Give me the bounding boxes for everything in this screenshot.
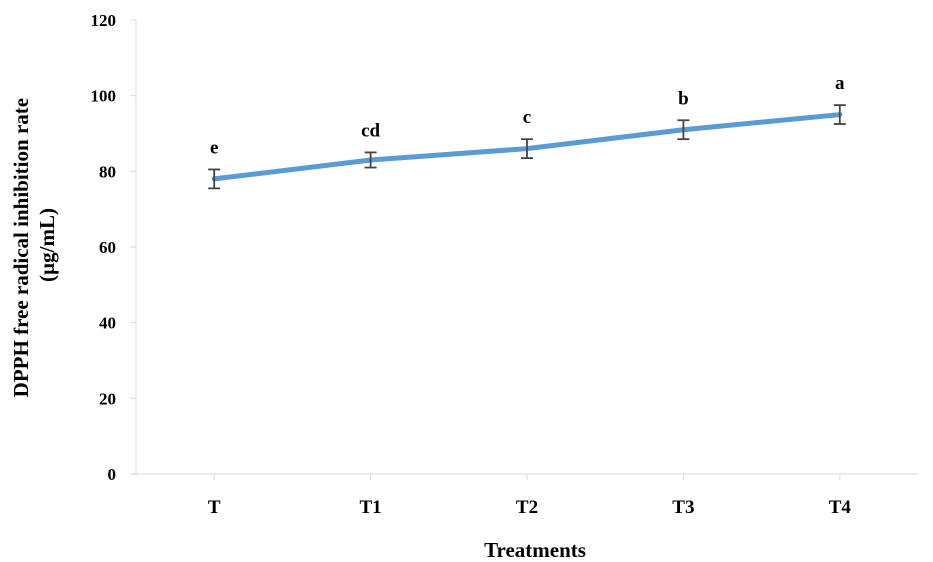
y-tick-label: 0 <box>108 465 117 484</box>
y-tick-label: 120 <box>91 11 117 30</box>
significance-label: cd <box>361 120 380 141</box>
y-tick-label: 80 <box>99 162 116 181</box>
significance-label: a <box>835 73 845 94</box>
y-tick-label: 20 <box>99 389 116 408</box>
x-axis-title: Treatments <box>484 538 586 562</box>
y-tick-label: 40 <box>99 314 116 333</box>
y-axis-title: DPPH free radical inhibition rate (µg/mL… <box>9 93 59 398</box>
significance-label: c <box>523 107 531 128</box>
y-tick-label: 100 <box>91 87 117 106</box>
significance-label: b <box>678 88 689 109</box>
x-tick-label: T1 <box>360 497 382 518</box>
y-tick-label: 60 <box>99 238 116 257</box>
series-layer: e cd c b a <box>208 73 846 190</box>
x-tick-label: T3 <box>672 497 694 518</box>
y-axis-title-line-1: DPPH free radical inhibition rate <box>9 98 33 397</box>
x-tick-label: T2 <box>516 497 538 518</box>
x-tick-label: T <box>208 497 221 518</box>
significance-label: e <box>210 137 218 158</box>
y-axis: 0 20 40 60 80 100 120 <box>91 11 137 484</box>
y-axis-title-line-2: (µg/mL) <box>35 208 59 282</box>
x-tick-label: T4 <box>829 497 852 518</box>
x-axis: T T1 T2 T3 T4 <box>136 473 918 518</box>
